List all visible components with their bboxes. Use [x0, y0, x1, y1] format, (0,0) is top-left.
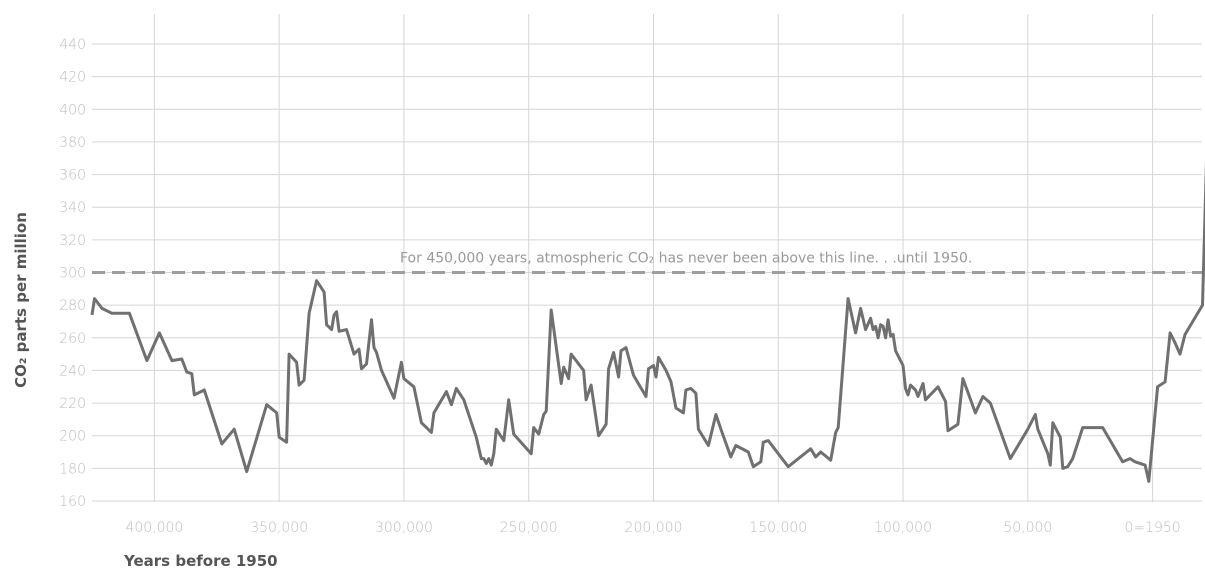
y-tick-label: 200: [59, 429, 86, 445]
co2-series-line: [90, 160, 1205, 483]
y-tick-label: 240: [59, 363, 86, 379]
y-tick-label: 300: [59, 266, 86, 282]
y-tick-label: 260: [59, 331, 86, 347]
annotation-text: For 450,000 years, atmospheric CO₂ has n…: [400, 251, 972, 267]
y-tick-label: 400: [59, 102, 86, 118]
x-tick-label: 200,000: [625, 520, 683, 536]
x-tick-label: 50,000: [1003, 520, 1052, 536]
y-axis-label: CO₂ parts per million: [12, 212, 30, 388]
x-tick-label: 350,000: [250, 520, 308, 536]
x-tick-label: 400,000: [125, 520, 183, 536]
x-tick-label: 0=1950: [1124, 520, 1180, 536]
y-tick-label: 440: [59, 37, 86, 53]
y-tick-label: 320: [59, 233, 86, 249]
y-tick-label: 420: [59, 70, 86, 86]
y-tick-label: 360: [59, 168, 86, 184]
x-tick-label: 250,000: [500, 520, 558, 536]
x-axis-ticks: 400,000 350,000 300,000 250,000 200,000 150,0…: [125, 520, 1180, 536]
y-tick-label: 180: [59, 461, 86, 477]
x-tick-label: 150,000: [749, 520, 807, 536]
y-tick-label: 380: [59, 135, 86, 151]
y-tick-label: 280: [59, 298, 86, 314]
y-tick-label: 220: [59, 396, 86, 412]
x-tick-label: 100,000: [874, 520, 932, 536]
y-axis-ticks: 160 180 200 220 240 260 280 300 320 340 360 380 400 4…: [59, 37, 86, 510]
x-axis-label: Years before 1950: [123, 552, 278, 570]
x-tick-label: 300,000: [375, 520, 433, 536]
grid-lines: [92, 14, 1202, 502]
y-tick-label: 340: [59, 200, 86, 216]
y-tick-label: 160: [59, 494, 86, 510]
